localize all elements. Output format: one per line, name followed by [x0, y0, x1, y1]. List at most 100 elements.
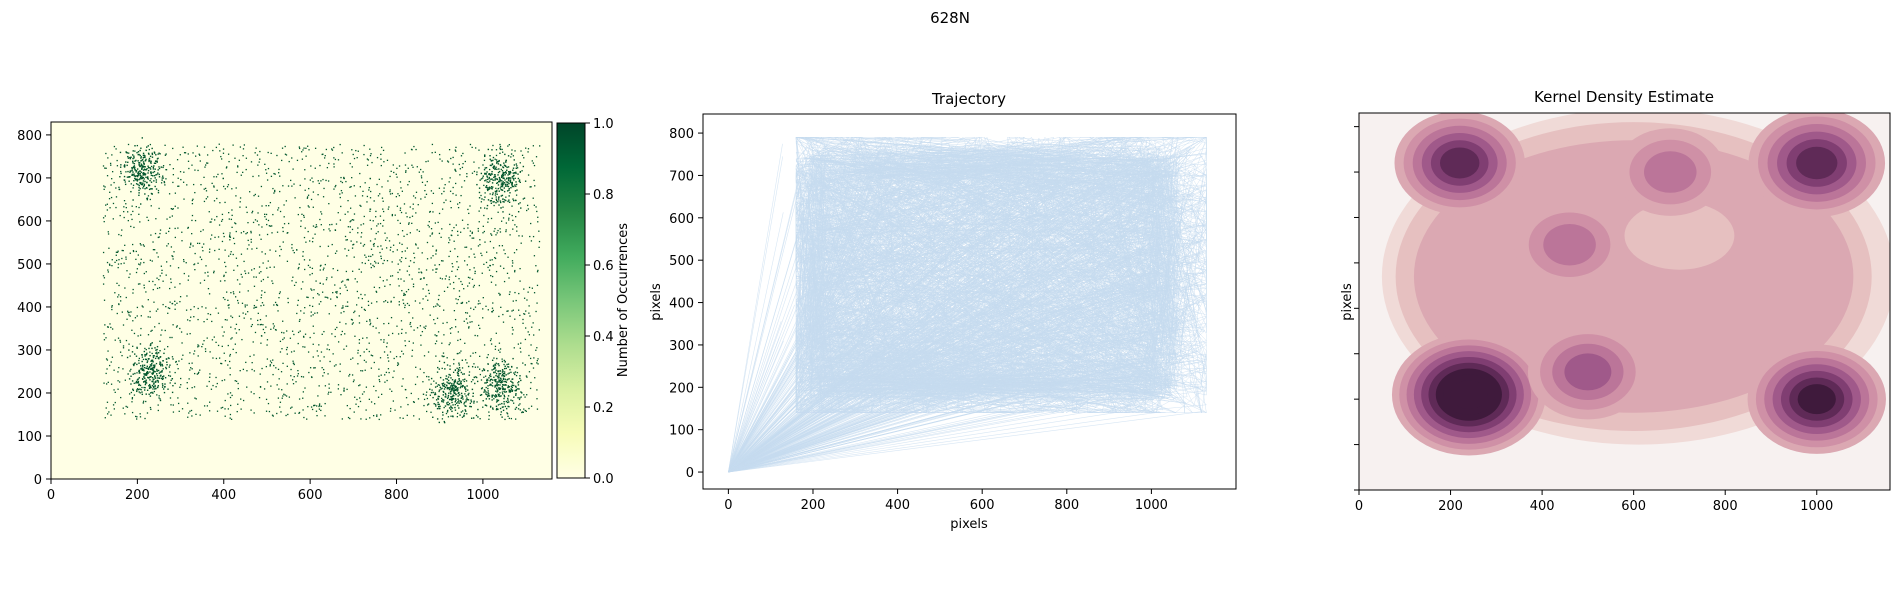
occurrence-point: [118, 294, 120, 296]
occurrence-point: [347, 305, 349, 308]
occurrence-point: [500, 188, 502, 191]
occurrence-point: [390, 301, 392, 303]
occurrence-point: [206, 162, 208, 164]
occurrence-point: [155, 380, 157, 383]
occurrence-point: [144, 160, 147, 162]
occurrence-point: [507, 363, 510, 365]
occurrence-point: [302, 409, 304, 411]
occurrence-point: [109, 207, 111, 209]
occurrence-point: [498, 204, 500, 206]
occurrence-point: [465, 399, 467, 401]
occurrence-point: [457, 391, 460, 394]
occurrence-point: [511, 390, 513, 392]
occurrence-point: [147, 165, 149, 167]
occurrence-point: [357, 150, 359, 152]
occurrence-point: [503, 181, 505, 184]
occurrence-point: [420, 271, 422, 273]
occurrence-point: [162, 303, 164, 306]
occurrence-point: [157, 236, 159, 239]
occurrence-point: [467, 223, 469, 226]
occurrence-point: [327, 255, 329, 257]
occurrence-point: [172, 384, 174, 387]
occurrence-point: [467, 285, 469, 287]
occurrence-point: [106, 401, 109, 403]
occurrence-point: [138, 192, 140, 194]
occurrence-point: [258, 272, 261, 274]
occurrence-point: [499, 228, 501, 230]
occurrence-point: [268, 225, 271, 227]
occurrence-point: [470, 399, 472, 401]
occurrence-point: [501, 416, 503, 418]
occurrence-point: [148, 280, 150, 283]
occurrence-point: [519, 280, 521, 282]
occurrence-point: [521, 235, 523, 237]
occurrence-point: [217, 312, 220, 314]
occurrence-point: [259, 318, 262, 321]
occurrence-point: [156, 252, 158, 254]
occurrence-point: [329, 230, 331, 232]
occurrence-point: [174, 205, 176, 207]
occurrence-point: [436, 371, 439, 373]
occurrence-point: [377, 396, 380, 398]
occurrence-point: [370, 354, 372, 356]
occurrence-point: [508, 389, 510, 391]
occurrence-point: [457, 368, 460, 370]
occurrence-point: [440, 236, 442, 238]
occurrence-point: [327, 245, 330, 247]
occurrence-point: [154, 364, 156, 366]
occurrence-point: [425, 160, 427, 163]
occurrence-point: [483, 376, 485, 378]
trajectory-segment: [728, 412, 958, 473]
occurrence-point: [478, 210, 480, 212]
occurrence-point: [146, 216, 148, 219]
occurrence-point: [334, 186, 336, 188]
occurrence-point: [523, 408, 525, 410]
occurrence-point: [310, 406, 313, 408]
occurrence-point: [260, 271, 262, 273]
occurrence-point: [138, 383, 140, 386]
occurrence-point: [146, 181, 148, 184]
occurrence-point: [288, 160, 290, 163]
occurrence-point: [309, 336, 311, 339]
occurrence-point: [274, 173, 276, 175]
occurrence-point: [279, 255, 281, 257]
occurrence-point: [498, 199, 500, 201]
occurrence-point: [154, 384, 156, 387]
occurrence-point: [502, 181, 504, 183]
occurrence-point: [120, 170, 122, 173]
occurrence-point: [520, 396, 522, 398]
occurrence-point: [261, 226, 263, 228]
occurrence-point: [128, 349, 130, 351]
occurrence-point: [308, 371, 310, 374]
occurrence-point: [490, 338, 492, 340]
occurrence-point: [469, 405, 471, 408]
occurrence-point: [121, 249, 123, 252]
occurrence-point: [527, 148, 530, 150]
occurrence-point: [165, 305, 167, 308]
occurrence-point: [501, 194, 504, 197]
occurrence-point: [479, 327, 481, 330]
occurrence-point: [312, 206, 314, 208]
occurrence-point: [441, 367, 443, 370]
occurrence-point: [147, 368, 150, 371]
occurrence-point: [510, 417, 513, 420]
occurrence-point: [494, 364, 497, 366]
occurrence-point: [131, 329, 133, 331]
occurrence-point: [286, 260, 289, 262]
occurrence-point: [272, 327, 275, 329]
occurrence-point: [199, 154, 201, 156]
occurrence-point: [504, 391, 506, 393]
occurrence-point: [351, 270, 354, 272]
occurrence-point: [214, 236, 216, 239]
occurrence-point: [501, 371, 504, 373]
occurrence-point: [245, 206, 247, 208]
occurrence-point: [173, 251, 175, 253]
occurrence-point: [290, 179, 292, 182]
occurrence-point: [320, 180, 322, 182]
occurrence-point: [360, 370, 362, 372]
occurrence-point: [391, 192, 394, 195]
occurrence-point: [210, 221, 212, 223]
occurrence-point: [488, 269, 491, 271]
occurrence-point: [364, 182, 366, 184]
occurrence-point: [511, 205, 513, 207]
